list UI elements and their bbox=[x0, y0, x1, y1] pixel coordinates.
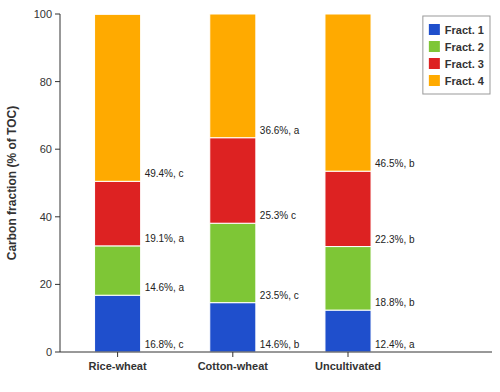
data-label: 23.5%, c bbox=[260, 290, 299, 301]
y-tick-label: 40 bbox=[40, 211, 52, 223]
y-tick bbox=[55, 81, 60, 82]
y-tick-label: 0 bbox=[46, 346, 52, 358]
y-tick bbox=[55, 284, 60, 285]
data-label: 12.4%, a bbox=[375, 339, 415, 350]
bar-segment bbox=[95, 246, 141, 295]
data-labels: 16.8%, c 14.6%, b 12.4%, a 14.6%, a 23.5%, c… bbox=[145, 125, 415, 350]
bar-segment bbox=[95, 295, 141, 352]
legend-label: Fract. 2 bbox=[445, 41, 484, 53]
legend-label: Fract. 1 bbox=[445, 24, 484, 36]
x-tick-label: Uncultivated bbox=[315, 360, 381, 372]
legend-frame bbox=[423, 16, 490, 94]
x-tick-label: Cotton-wheat bbox=[198, 360, 269, 372]
data-label: 16.8%, c bbox=[145, 339, 184, 350]
y-axis-line bbox=[60, 14, 61, 352]
x-axis-line bbox=[60, 352, 492, 353]
y-tick-label: 80 bbox=[40, 76, 52, 88]
bar-segment bbox=[325, 14, 371, 171]
bar-segment bbox=[95, 14, 141, 181]
y-tick-label: 100 bbox=[34, 8, 52, 20]
data-label: 25.3% c bbox=[260, 210, 296, 221]
bar-segment bbox=[95, 181, 141, 246]
y-tick-label: 20 bbox=[40, 278, 52, 290]
bar-segment bbox=[210, 14, 256, 138]
y-tick bbox=[55, 14, 60, 15]
y-tick bbox=[55, 352, 60, 353]
bar-segment bbox=[325, 171, 371, 246]
x-tick-label: Rice-wheat bbox=[89, 360, 147, 372]
data-label: 46.5%, b bbox=[375, 158, 415, 169]
legend-label: Fract. 3 bbox=[445, 58, 484, 70]
x-tick bbox=[117, 352, 118, 357]
bar-segment bbox=[325, 247, 371, 311]
data-label: 19.1%, a bbox=[145, 233, 185, 244]
y-tick bbox=[55, 149, 60, 150]
legend: Fract. 1 Fract. 2 Fract. 3 Fract. 4 bbox=[423, 16, 490, 94]
legend-swatch bbox=[429, 75, 440, 86]
legend-swatch bbox=[429, 41, 440, 52]
data-label: 14.6%, a bbox=[145, 282, 185, 293]
data-label: 49.4%, c bbox=[145, 168, 184, 179]
bar-segment bbox=[210, 138, 256, 224]
legend-swatch bbox=[429, 58, 440, 69]
y-tick bbox=[55, 216, 60, 217]
x-tick bbox=[348, 352, 349, 357]
y-tick-label: 60 bbox=[40, 143, 52, 155]
legend-label: Fract. 4 bbox=[445, 75, 485, 87]
data-label: 18.8%, b bbox=[375, 297, 415, 308]
data-label: 36.6%, a bbox=[260, 125, 300, 136]
x-tick bbox=[232, 352, 233, 357]
bar-segment bbox=[325, 310, 371, 352]
data-label: 14.6%, b bbox=[260, 339, 300, 350]
legend-swatch bbox=[429, 24, 440, 35]
y-axis-label: Carbon fraction (% of TOC) bbox=[5, 106, 19, 260]
data-label: 22.3%, b bbox=[375, 234, 415, 245]
chart: 16.8%, c 14.6%, b 12.4%, a 14.6%, a 23.5%, c… bbox=[0, 0, 500, 392]
bars bbox=[95, 14, 371, 352]
bar-segment bbox=[210, 223, 256, 302]
bar-segment bbox=[210, 303, 256, 352]
